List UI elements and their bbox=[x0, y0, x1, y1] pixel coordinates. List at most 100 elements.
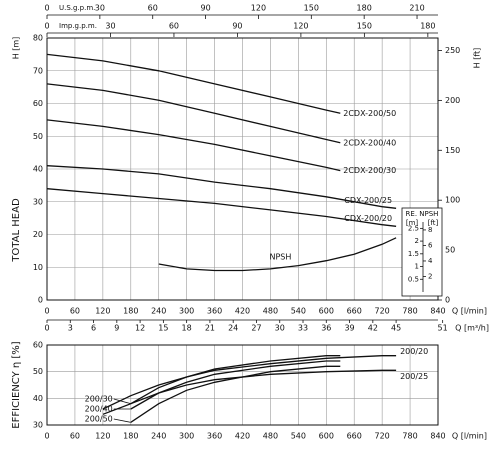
x-tick-label: 420 bbox=[235, 432, 250, 441]
curve bbox=[102, 369, 397, 415]
x-tick-label: 120 bbox=[95, 432, 110, 441]
x-tick-label: 840 bbox=[430, 432, 445, 441]
y2-tick-label: 150 bbox=[445, 146, 460, 155]
x-axis-label: Q [l/min] bbox=[452, 432, 487, 441]
series-label: 200/50 bbox=[85, 415, 113, 424]
inset-tick-label: 4 bbox=[428, 257, 433, 265]
inset-tick-label: 8 bbox=[428, 226, 432, 234]
curve bbox=[130, 355, 341, 405]
curve bbox=[46, 83, 341, 144]
x2-tick-label: 15 bbox=[158, 324, 168, 333]
inset-tick-label: 2.5 bbox=[408, 224, 419, 232]
top-tick-label: 60 bbox=[148, 4, 158, 13]
y-tick-label: 0 bbox=[38, 296, 43, 305]
x2-tick-label: 9 bbox=[114, 324, 119, 333]
x2-tick-label: 24 bbox=[228, 324, 238, 333]
y-tick-label: 80 bbox=[33, 34, 43, 43]
y-tick-label: 40 bbox=[33, 394, 43, 403]
x2-tick-label: 36 bbox=[321, 324, 331, 333]
inset-tick-label: 1 bbox=[415, 263, 419, 271]
inset-label: [m] bbox=[406, 219, 419, 227]
top-tick-label: 150 bbox=[304, 4, 319, 13]
series-label: CDX-200/25 bbox=[344, 196, 392, 205]
x-tick-label: 0 bbox=[44, 432, 49, 441]
x-tick-label: 420 bbox=[235, 307, 250, 316]
inset-tick-label: 0.5 bbox=[408, 275, 419, 283]
top-tick-label: 60 bbox=[169, 22, 179, 31]
y-tick-label: 50 bbox=[33, 132, 43, 141]
y2-tick-label: 50 bbox=[445, 246, 455, 255]
curve bbox=[46, 119, 341, 172]
y-tick-label: 70 bbox=[33, 66, 43, 75]
x-tick-label: 720 bbox=[375, 432, 390, 441]
y-tick-label: 60 bbox=[33, 99, 43, 108]
x2-tick-label: 21 bbox=[205, 324, 215, 333]
x-tick-label: 720 bbox=[375, 307, 390, 316]
x-axis-label: Q [l/min] bbox=[452, 307, 487, 316]
x-tick-label: 360 bbox=[207, 432, 222, 441]
series-label: 200/30 bbox=[85, 395, 113, 404]
x-tick-label: 60 bbox=[70, 432, 80, 441]
x2-tick-label: 27 bbox=[251, 324, 261, 333]
x-tick-label: 480 bbox=[263, 307, 278, 316]
x-tick-label: 540 bbox=[291, 307, 306, 316]
curve bbox=[130, 360, 341, 410]
curve bbox=[130, 365, 341, 423]
plot-frame bbox=[46, 37, 439, 301]
x-tick-label: 600 bbox=[319, 432, 334, 441]
x-tick-label: 780 bbox=[402, 307, 417, 316]
y2-tick-label: 250 bbox=[445, 46, 460, 55]
y-tick-label: 60 bbox=[33, 341, 43, 350]
x-tick-label: 840 bbox=[430, 307, 445, 316]
x-tick-label: 660 bbox=[347, 432, 362, 441]
x2-tick-label: 12 bbox=[135, 324, 145, 333]
series-label: 200/25 bbox=[400, 372, 428, 381]
curve bbox=[46, 53, 341, 114]
y-tick-label: 30 bbox=[33, 197, 43, 206]
top-axis-label: U.S.g.p.m. bbox=[59, 4, 95, 12]
x2-axis-label: Q [m³/h] bbox=[455, 324, 489, 333]
top-tick-label: 180 bbox=[420, 22, 435, 31]
x-tick-label: 60 bbox=[70, 307, 80, 316]
inset-tick-label: 6 bbox=[428, 241, 433, 249]
x2-tick-label: 51 bbox=[438, 324, 448, 333]
x-tick-label: 600 bbox=[319, 307, 334, 316]
x2-tick-label: 39 bbox=[344, 324, 354, 333]
x2-tick-label: 42 bbox=[368, 324, 378, 333]
top-tick-label: 120 bbox=[251, 4, 266, 13]
y-axis-label: EFFICIENCY η [%] bbox=[11, 341, 22, 429]
x-tick-label: 180 bbox=[123, 307, 138, 316]
top-axis-label: Imp.g.p.m. bbox=[59, 22, 97, 30]
top-tick-label: 120 bbox=[293, 22, 308, 31]
top-tick-label: 90 bbox=[232, 22, 242, 31]
x-tick-label: 480 bbox=[263, 432, 278, 441]
top-tick-label: 210 bbox=[409, 4, 424, 13]
x-tick-label: 240 bbox=[151, 432, 166, 441]
y2-tick-label: 200 bbox=[445, 96, 460, 105]
inset-box bbox=[401, 207, 443, 297]
x2-tick-label: 30 bbox=[275, 324, 285, 333]
x2-tick-label: 45 bbox=[391, 324, 401, 333]
series-label: 200/40 bbox=[85, 405, 113, 414]
series-label: 2CDX-200/50 bbox=[343, 109, 396, 118]
x-tick-label: 300 bbox=[179, 307, 194, 316]
top-tick-label: 180 bbox=[357, 4, 372, 13]
inset-title: RE. NPSH bbox=[406, 210, 439, 218]
top-tick-label: 150 bbox=[357, 22, 372, 31]
inset-tick-label: 2 bbox=[415, 237, 419, 245]
curve bbox=[46, 165, 397, 209]
top-tick-label: 0 bbox=[44, 4, 49, 13]
curve bbox=[158, 237, 397, 272]
y-axis-title: TOTAL HEAD bbox=[11, 198, 22, 263]
y2-tick-label: 0 bbox=[445, 296, 450, 305]
series-label: CDX-200/20 bbox=[344, 214, 392, 223]
x-tick-label: 780 bbox=[402, 432, 417, 441]
x-tick-label: 660 bbox=[347, 307, 362, 316]
x2-tick-label: 3 bbox=[68, 324, 73, 333]
top-tick-label: 30 bbox=[105, 22, 115, 31]
series-label: NPSH bbox=[269, 252, 291, 261]
y-tick-label: 50 bbox=[33, 367, 43, 376]
top-tick-label: 30 bbox=[95, 4, 105, 13]
